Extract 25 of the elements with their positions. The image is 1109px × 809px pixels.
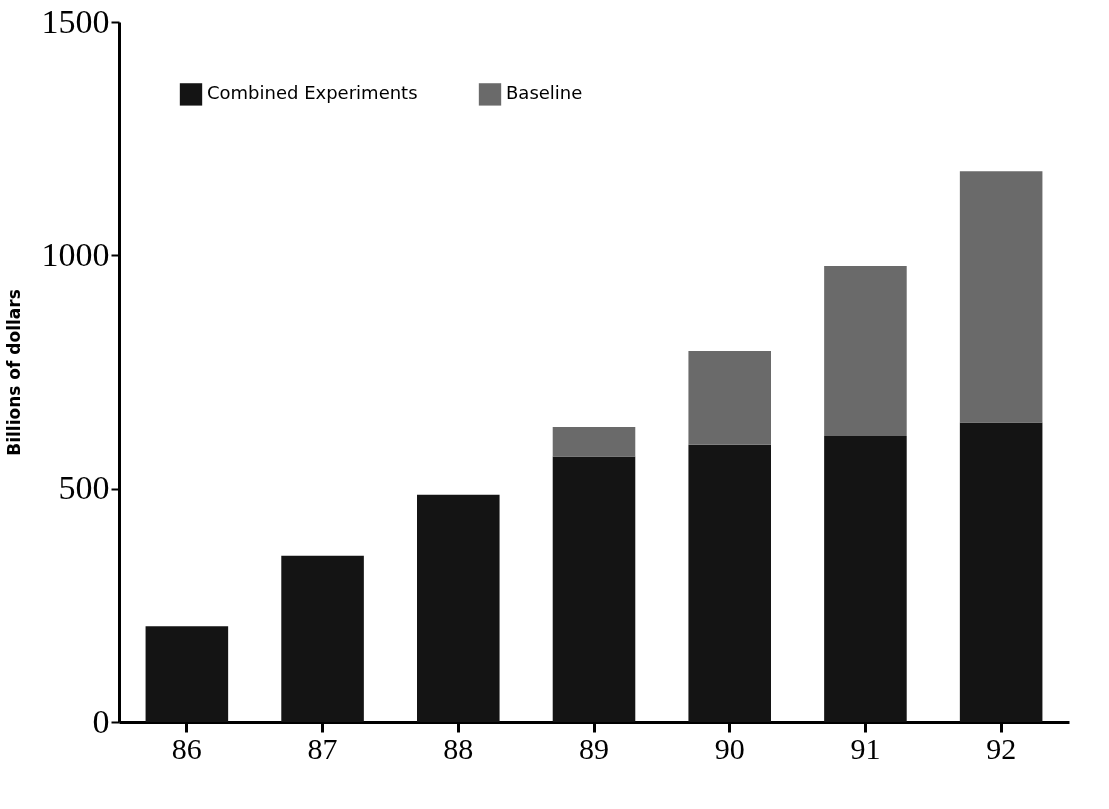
x-tick-label: 91 — [850, 731, 881, 765]
bar — [145, 626, 229, 722]
bar — [959, 422, 1043, 722]
x-tick-label: 87 — [307, 731, 338, 765]
bar — [959, 171, 1043, 423]
y-tick-label: 0 — [92, 702, 110, 740]
bar — [417, 494, 500, 722]
x-tick-label: 92 — [986, 731, 1017, 765]
y-tick-label: 500 — [58, 469, 110, 507]
legend-label: Baseline — [506, 82, 583, 104]
y-tick-label: 1000 — [41, 235, 110, 273]
bar — [552, 427, 636, 457]
y-tick-label: 1500 — [41, 2, 110, 40]
bar — [552, 456, 636, 722]
bar — [281, 555, 364, 722]
x-tick-label: 88 — [443, 731, 474, 765]
x-tick-label: 90 — [714, 731, 745, 765]
bar — [824, 435, 907, 722]
bar — [688, 444, 771, 722]
legend-label: Combined Experiments — [207, 82, 418, 104]
y-axis-title: Billions of dollars — [3, 289, 24, 456]
x-tick-label: 86 — [171, 731, 202, 765]
x-tick-label: 89 — [579, 731, 609, 765]
bar — [688, 351, 771, 445]
bar — [824, 266, 907, 436]
